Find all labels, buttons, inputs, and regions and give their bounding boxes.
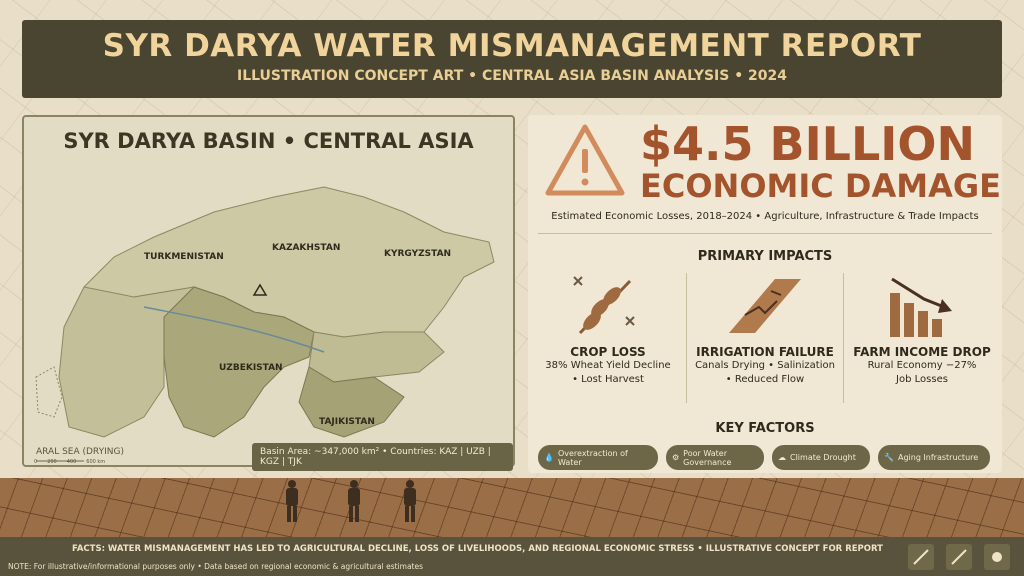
tajikistan-shape bbox=[298, 366, 405, 438]
impact-line: Rural Economy −27% bbox=[867, 360, 977, 371]
canal-icon bbox=[729, 279, 801, 333]
scale-labels: 0 200 400 600 km bbox=[34, 459, 105, 465]
country-label: UZBEKISTAN bbox=[219, 363, 283, 373]
factor-label: Aging Infrastructure bbox=[897, 453, 979, 462]
country-label: TAJIKISTAN bbox=[319, 417, 375, 427]
scale-label: 600 km bbox=[86, 459, 106, 465]
turkmenistan-shape bbox=[58, 286, 196, 438]
factor-label: Overextraction of Water bbox=[557, 448, 628, 467]
map bbox=[35, 186, 495, 462]
factor-pill: 💧 Overextraction of Water bbox=[538, 445, 658, 470]
damage-label: ECONOMIC DAMAGE bbox=[640, 167, 1001, 205]
wheat-icon bbox=[573, 276, 635, 335]
factor-icon: 🔧 bbox=[884, 453, 894, 462]
marker bbox=[252, 283, 268, 296]
subtitle: ILLUSTRATION CONCEPT ART • CENTRAL ASIA … bbox=[236, 68, 788, 84]
impact-line: • Lost Harvest bbox=[572, 374, 644, 385]
impact-line: Canals Drying • Salinization bbox=[695, 360, 835, 371]
cracked-ground bbox=[0, 478, 1024, 538]
impact-line: Job Losses bbox=[896, 374, 948, 385]
divider bbox=[538, 233, 992, 234]
footer-icons bbox=[908, 544, 1010, 570]
factor-icon: 💧 bbox=[544, 453, 554, 462]
title: SYR DARYA WATER MISMANAGEMENT REPORT bbox=[102, 28, 922, 64]
scale-label: 200 bbox=[47, 459, 57, 465]
warning-icon bbox=[545, 124, 625, 196]
aral-sea bbox=[35, 366, 63, 418]
impact-panel: $4.5 BILLION ECONOMIC DAMAGE Estimated E… bbox=[528, 115, 1002, 473]
impact-line: 38% Wheat Yield Decline bbox=[545, 360, 671, 371]
header: SYR DARYA WATER MISMANAGEMENT REPORT ILL… bbox=[22, 20, 1002, 98]
footer-note: NOTE: For illustrative/informational pur… bbox=[8, 562, 424, 571]
uzbekistan-shape bbox=[163, 286, 315, 438]
factor-label: Poor Water Governance bbox=[683, 448, 732, 467]
impact-card: CROP LOSS 38% Wheat Yield Decline • Lost… bbox=[530, 265, 686, 405]
farmers bbox=[286, 480, 416, 522]
divider bbox=[843, 273, 844, 403]
country-label: KAZAKHSTAN bbox=[272, 243, 341, 253]
scale-label: 0 bbox=[34, 459, 38, 465]
impact-card: IRRIGATION FAILURE Canals Drying • Salin… bbox=[687, 265, 843, 405]
map-caption: Basin Area: ~347,000 km² • Countries: KA… bbox=[252, 443, 513, 471]
impact-title: CROP LOSS bbox=[570, 345, 646, 359]
impact-title: IRRIGATION FAILURE bbox=[696, 345, 834, 359]
section-title: PRIMARY IMPACTS bbox=[697, 249, 833, 264]
footer: FACTS: WATER MISMANAGEMENT HAS LED TO AG… bbox=[0, 537, 1024, 576]
income-icon bbox=[890, 277, 952, 337]
impact-title: FARM INCOME DROP bbox=[853, 345, 991, 359]
divider bbox=[686, 273, 687, 403]
country-label: KYRGYZSTAN bbox=[384, 249, 452, 259]
country-label: TURKMENISTAN bbox=[144, 252, 224, 262]
impact-card: FARM INCOME DROP Rural Economy −27% Job … bbox=[844, 265, 1000, 405]
map-title: SYR DARYA BASIN • CENTRAL ASIA bbox=[63, 129, 474, 153]
factor-icon: ⚙ bbox=[672, 453, 680, 462]
damage-subtitle: Estimated Economic Losses, 2018–2024 • A… bbox=[551, 211, 979, 222]
damage-amount: $4.5 BILLION bbox=[640, 117, 976, 171]
kyrgyzstan-shape bbox=[308, 331, 445, 383]
map-panel: SYR DARYA BASIN • CENTRAL ASIA TURKMENIS… bbox=[22, 115, 515, 471]
aral-label: ARAL SEA (DRYING) bbox=[36, 447, 124, 457]
river bbox=[143, 306, 325, 353]
footer-facts: FACTS: WATER MISMANAGEMENT HAS LED TO AG… bbox=[72, 544, 883, 554]
factor-icon: ☁ bbox=[778, 453, 786, 462]
factor-pill: 🔧 Aging Infrastructure bbox=[878, 445, 990, 470]
factor-pill: ⚙ Poor Water Governance bbox=[666, 445, 764, 470]
factor-pill: ☁ Climate Drought bbox=[772, 445, 870, 470]
section-title: KEY FACTORS bbox=[715, 421, 815, 436]
impact-line: • Reduced Flow bbox=[725, 374, 805, 385]
factor-label: Climate Drought bbox=[790, 453, 856, 462]
scale-label: 400 bbox=[66, 459, 77, 465]
